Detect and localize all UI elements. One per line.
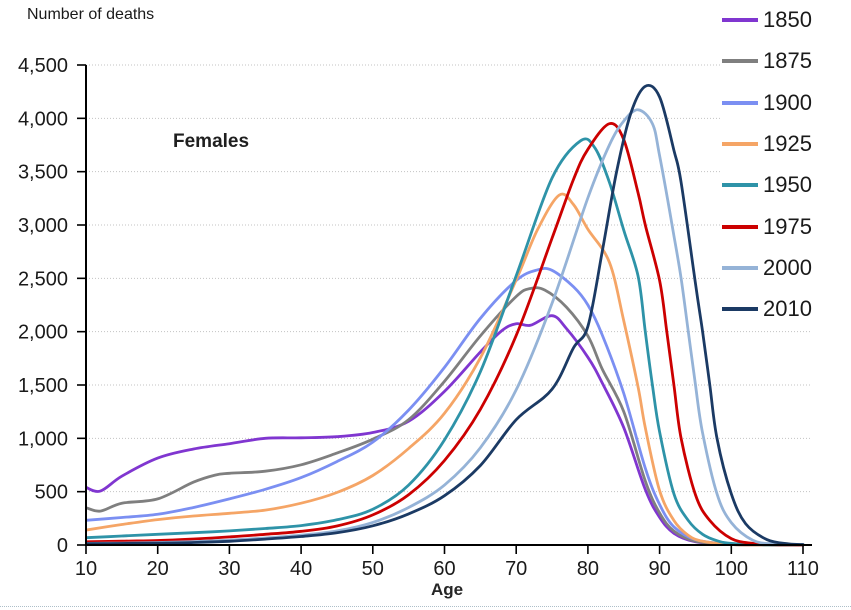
x-tick-label: 90 [648,558,670,580]
bottom-divider [0,606,851,607]
legend-item-1925: 1925 [722,126,850,161]
legend-item-1900: 1900 [722,85,850,120]
legend-label-2000: 2000 [763,254,812,280]
x-tick-label: 30 [218,558,240,580]
legend-label-1875: 1875 [763,48,812,74]
x-tick-label: 80 [577,558,599,580]
legend-swatch-1850 [722,18,758,22]
legend-swatch-1875 [722,59,758,64]
legend-swatch-1950 [722,183,758,188]
y-tick-label: 2,000 [18,322,68,344]
curve-1975 [86,122,805,547]
chart-title: Number of deaths [27,6,155,23]
x-tick-label: 100 [715,558,748,580]
legend-label-1850: 1850 [763,7,812,32]
legend-swatch-2000 [722,265,758,270]
legend-swatch-1975 [722,224,758,229]
legend-label-2010: 2010 [763,296,812,322]
legend-item-1950: 1950 [722,168,850,203]
curve-2010 [86,83,805,546]
curve-1925 [86,192,805,547]
legend-item-2010: 2010 [722,292,850,327]
x-tick-label: 50 [362,558,384,580]
y-tick-label: 3,000 [18,215,68,237]
legend-item-1850: 1850 [722,3,850,37]
y-tick-label: 0 [57,535,68,557]
legend-swatch-2010 [722,307,758,312]
females-annotation: Females [173,131,250,152]
legend-label-1950: 1950 [763,172,812,198]
x-tick-label: 70 [505,558,527,580]
curve-1950 [86,137,805,547]
legend-label-1975: 1975 [763,213,812,239]
legend-item-2000: 2000 [722,250,850,285]
x-tick-label: 110 [787,558,819,580]
legend-item-1975: 1975 [722,209,850,244]
y-tick-label: 4,000 [18,108,68,130]
x-tick-label: 40 [290,558,312,580]
x-tick-label: 60 [433,558,455,580]
y-tick-label: 1,500 [18,375,68,397]
x-tick-label: 20 [147,558,169,580]
curve-1900 [86,266,805,547]
legend-swatch-1900 [722,100,758,105]
curve-2000 [86,108,805,547]
legend-label-1925: 1925 [763,130,812,156]
legend-label-1900: 1900 [763,89,812,115]
x-tick-label: 10 [75,558,97,580]
y-tick-label: 2,500 [18,268,68,290]
y-tick-label: 4,500 [18,55,68,77]
y-tick-label: 1,000 [18,428,68,450]
legend-item-1875: 1875 [722,44,850,79]
y-tick-label: 3,500 [18,162,68,184]
legend-swatch-1925 [722,141,758,146]
x-axis-label: Age [430,580,464,599]
y-tick-label: 500 [35,482,68,504]
curve-1850 [86,314,805,547]
